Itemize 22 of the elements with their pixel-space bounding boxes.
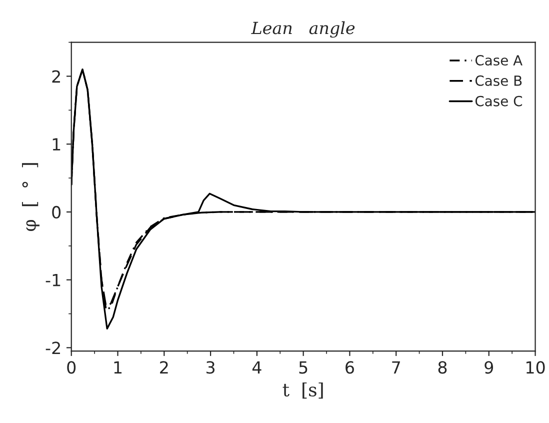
x-tick-label: 0	[67, 361, 76, 374]
x-tick-label: 6	[346, 361, 354, 374]
legend-label: Case A	[475, 55, 522, 66]
legend-label: Case C	[475, 96, 522, 106]
x-tick-label: 3	[206, 361, 215, 374]
x-tick-label: 2	[160, 361, 168, 374]
y-tick-label: -1	[46, 274, 60, 286]
y-tick-label: 0	[52, 206, 61, 219]
y-tick-label: 1	[52, 138, 60, 150]
x-tick-label: 9	[484, 361, 494, 374]
x-tick-label: 10	[526, 361, 545, 374]
x-tick-label: 7	[392, 361, 400, 374]
y-tick-label: -2	[46, 342, 60, 354]
y-axis-title: φ [ ° ]	[22, 163, 40, 231]
x-tick-label: 4	[252, 361, 262, 374]
x-axis-title: t [s]	[282, 382, 323, 399]
x-tick-label: 1	[114, 361, 122, 374]
x-tick-label: 5	[299, 361, 308, 374]
x-tick-label: 8	[438, 361, 447, 374]
y-tick-label: 2	[52, 70, 60, 83]
legend-label: Case B	[475, 75, 522, 86]
chart-title: Lean angle	[251, 21, 355, 38]
